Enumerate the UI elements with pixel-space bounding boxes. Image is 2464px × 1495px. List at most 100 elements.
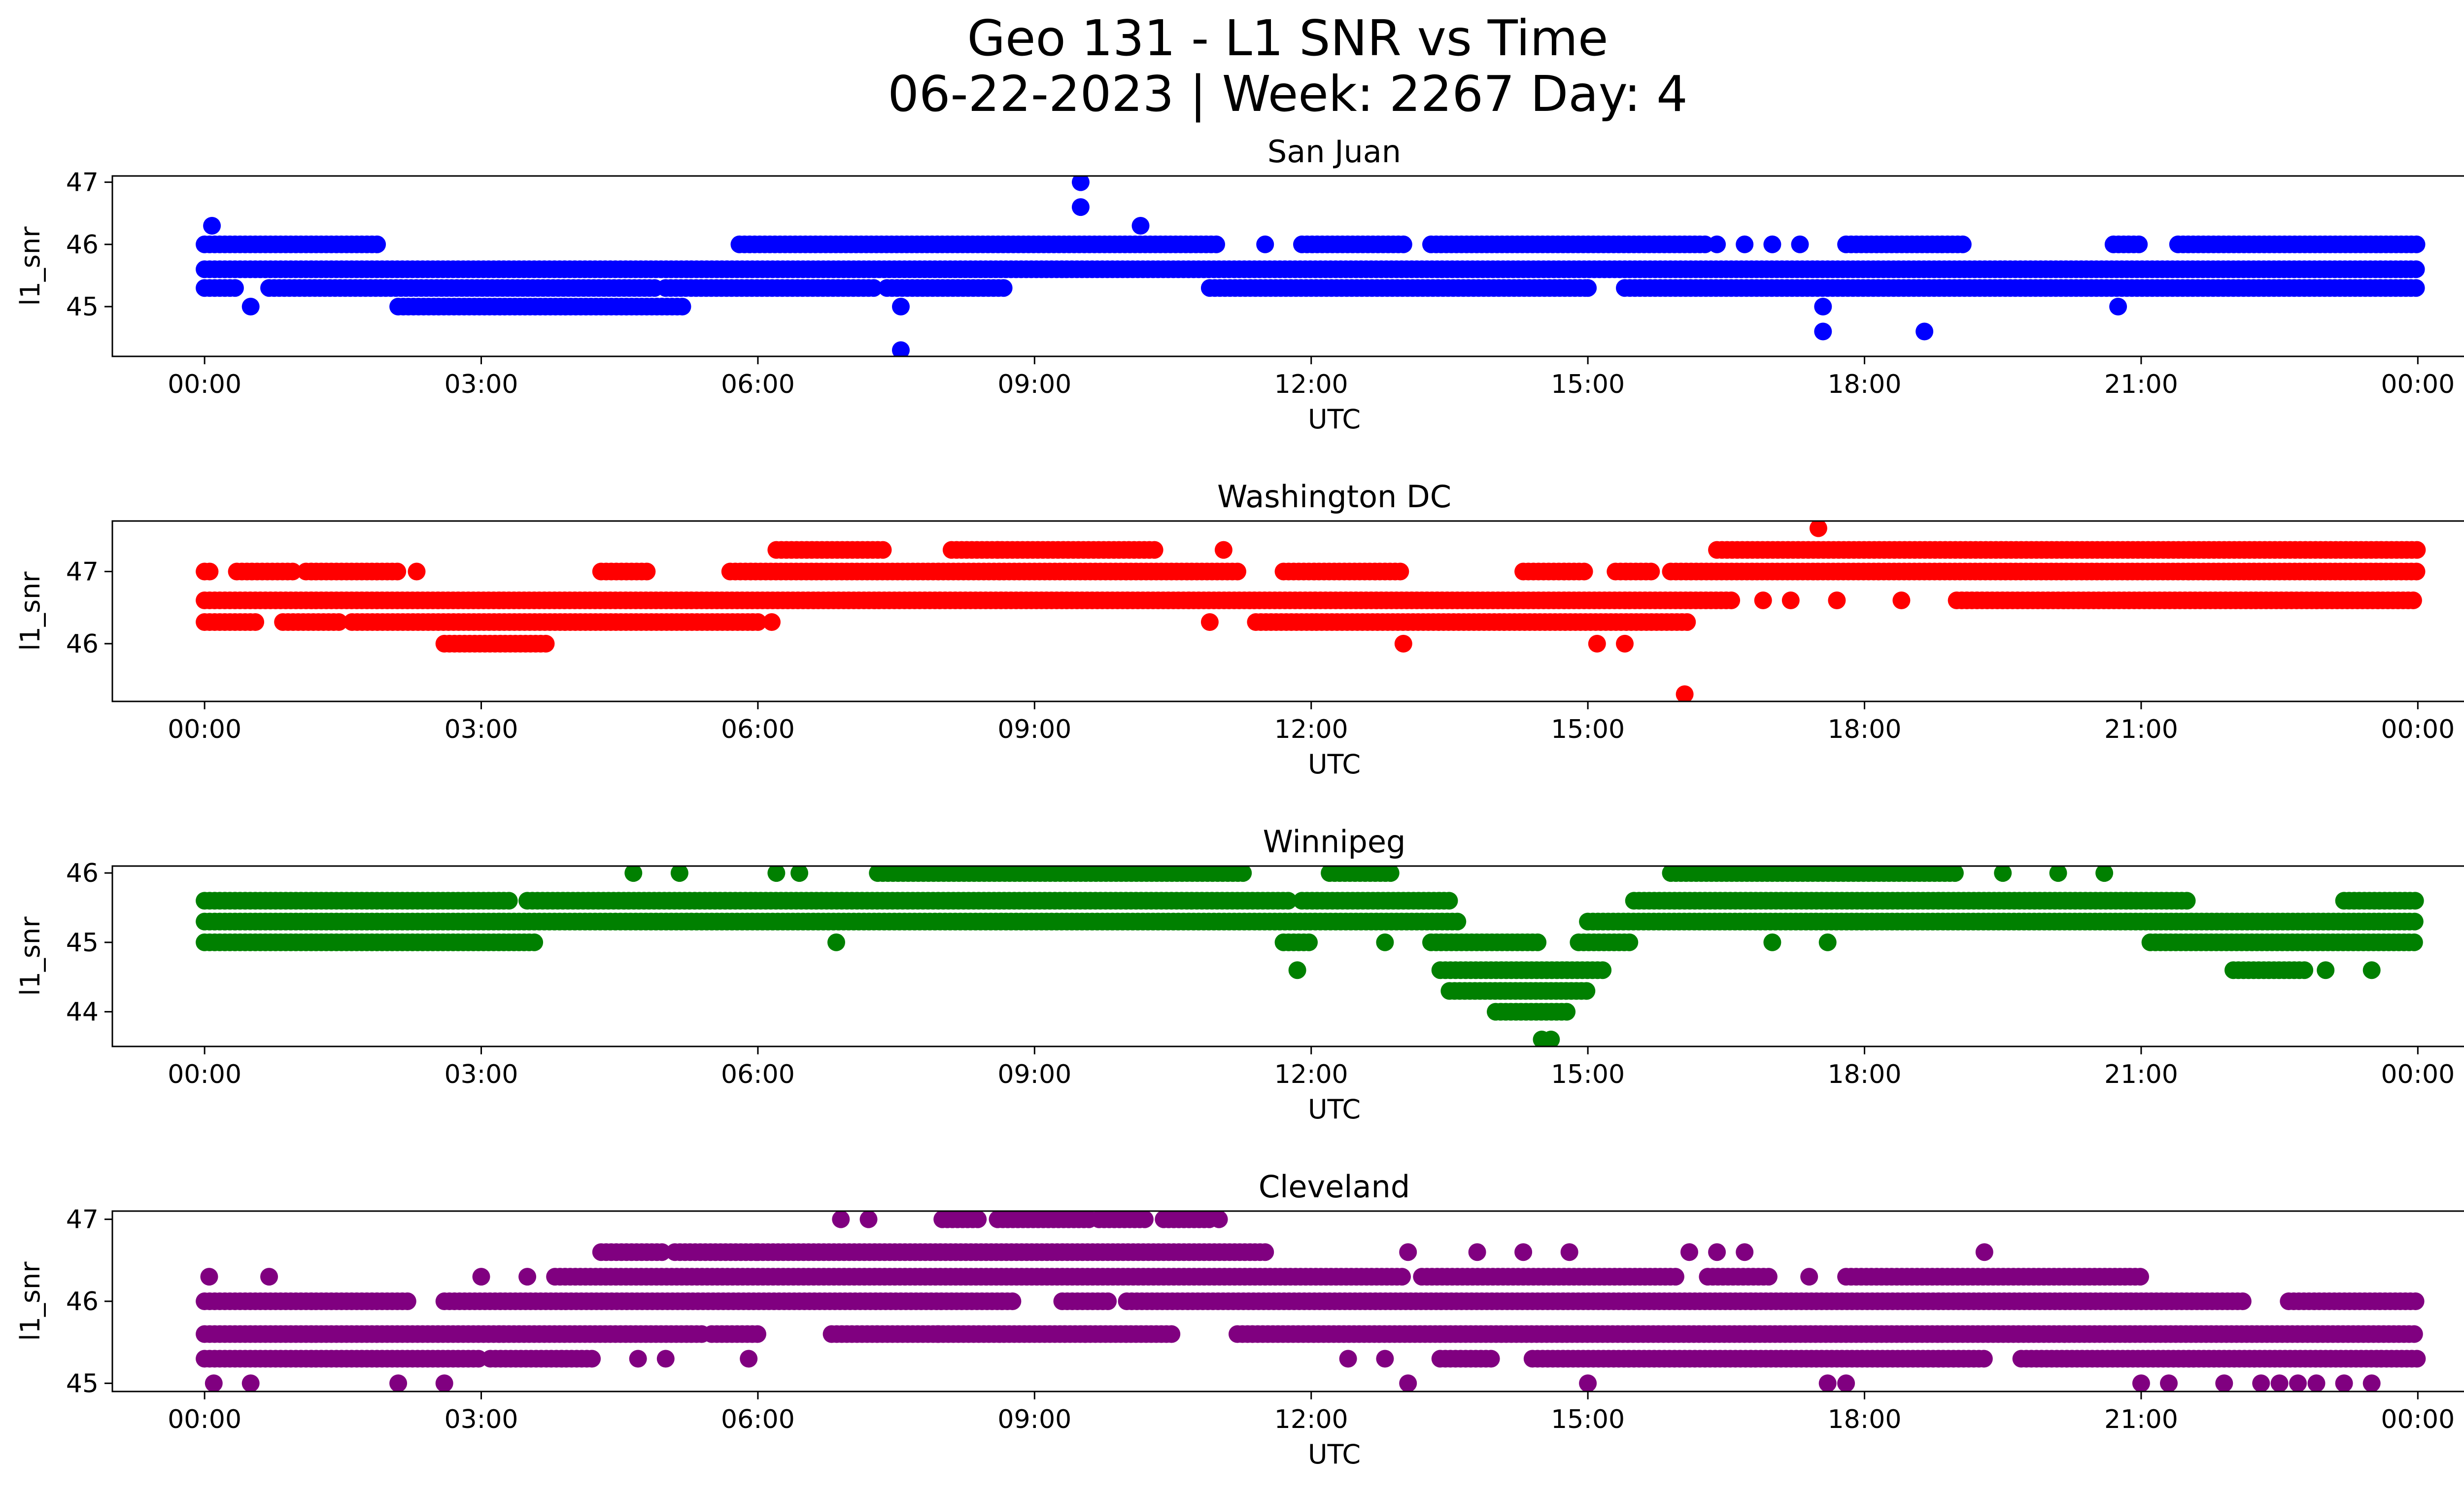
x-tick-label: 00:00	[168, 715, 241, 744]
data-point	[1482, 1350, 1500, 1368]
y-tick-label: 44	[66, 998, 99, 1027]
data-point	[1791, 235, 1809, 253]
data-point	[767, 866, 786, 882]
data-point	[2109, 298, 2127, 315]
x-tick-label: 21:00	[2104, 1060, 2178, 1089]
data-point	[1381, 866, 1400, 882]
data-point	[2408, 1350, 2426, 1368]
data-point	[2095, 866, 2114, 882]
data-point	[624, 866, 643, 882]
data-point	[1440, 892, 1458, 910]
x-tick-label: 21:00	[2104, 370, 2178, 399]
y-axis-label: l1_snr	[15, 916, 46, 996]
data-point	[1145, 541, 1164, 559]
data-point	[1678, 613, 1696, 631]
axes-frame	[111, 865, 2464, 1047]
data-point	[1131, 217, 1150, 235]
y-tick-label: 46	[66, 230, 99, 260]
data-point	[537, 634, 555, 653]
data-point	[1448, 912, 1467, 931]
data-point	[994, 279, 1013, 297]
x-tick-label: 09:00	[997, 370, 1071, 399]
x-tick-label: 18:00	[1828, 715, 1902, 744]
data-point	[2406, 892, 2424, 910]
data-point	[1676, 685, 1694, 701]
data-point	[1642, 562, 1660, 581]
data-point	[864, 279, 883, 297]
data-point	[1754, 591, 1772, 609]
data-point	[2407, 235, 2426, 253]
data-point	[1994, 866, 2012, 882]
x-tick-label: 18:00	[1828, 370, 1902, 399]
data-point	[1575, 562, 1593, 581]
data-point	[1818, 933, 1837, 951]
x-tick-label: 00:00	[2381, 1060, 2455, 1089]
x-tick-label: 12:00	[1274, 1060, 1348, 1089]
x-tick-label: 15:00	[1551, 370, 1625, 399]
data-point	[2405, 1325, 2423, 1343]
subplot-title: San Juan	[1267, 134, 1401, 170]
data-point	[989, 541, 1007, 559]
data-point	[1828, 591, 1846, 609]
x-tick-label: 00:00	[168, 1060, 241, 1089]
data-point	[241, 298, 260, 315]
subplot-title: Cleveland	[1259, 1169, 1410, 1205]
data-point	[749, 613, 767, 631]
data-point	[1781, 591, 1800, 609]
data-point	[1708, 235, 1726, 253]
data-point	[1394, 634, 1412, 653]
scatter-series	[196, 1211, 2426, 1391]
data-point	[1809, 521, 1827, 537]
data-point	[874, 541, 892, 559]
axes-frame	[111, 175, 2464, 357]
data-point	[398, 1292, 416, 1310]
data-point	[1529, 933, 1547, 951]
data-point	[1759, 1268, 1778, 1286]
data-point	[1814, 298, 1832, 315]
data-point	[2407, 260, 2425, 278]
data-point	[1229, 562, 1246, 581]
data-point	[1763, 933, 1781, 951]
x-tick-label: 18:00	[1828, 1060, 1902, 1089]
subplot-title: Washington DC	[1217, 479, 1451, 515]
data-point	[2362, 961, 2381, 979]
data-point	[525, 933, 544, 951]
data-point	[583, 1350, 601, 1368]
x-tick-label: 09:00	[997, 715, 1071, 744]
data-point	[1256, 235, 1274, 253]
data-point	[2408, 541, 2426, 559]
scatter-series	[196, 176, 2426, 356]
data-point	[1722, 591, 1741, 609]
data-point	[1620, 933, 1639, 951]
data-point	[2404, 591, 2422, 609]
data-point	[1163, 1325, 1181, 1343]
data-point	[1814, 322, 1832, 341]
data-point	[2407, 279, 2425, 297]
data-point	[790, 866, 809, 882]
data-point	[408, 562, 426, 581]
x-tick-label: 00:00	[2381, 370, 2455, 399]
data-point	[673, 298, 691, 315]
data-point	[2233, 1292, 2252, 1310]
x-tick-label: 06:00	[721, 1060, 795, 1089]
x-tick-label: 03:00	[445, 370, 518, 399]
data-point	[203, 217, 221, 235]
data-point	[1736, 235, 1754, 253]
x-axis-label: UTC	[1308, 1094, 1361, 1125]
data-point	[892, 341, 910, 356]
y-tick-label: 47	[66, 168, 99, 198]
data-point	[1071, 198, 1090, 216]
data-point	[1099, 1292, 1117, 1310]
data-point	[2295, 961, 2314, 979]
x-tick-label: 06:00	[721, 715, 795, 744]
figure-title-line-1: Geo 131 - L1 SNR vs Time	[967, 9, 1608, 67]
data-point	[1393, 1268, 1411, 1286]
x-tick-label: 21:00	[2104, 715, 2178, 744]
data-point	[1975, 1350, 1993, 1368]
data-point	[1666, 1268, 1684, 1286]
